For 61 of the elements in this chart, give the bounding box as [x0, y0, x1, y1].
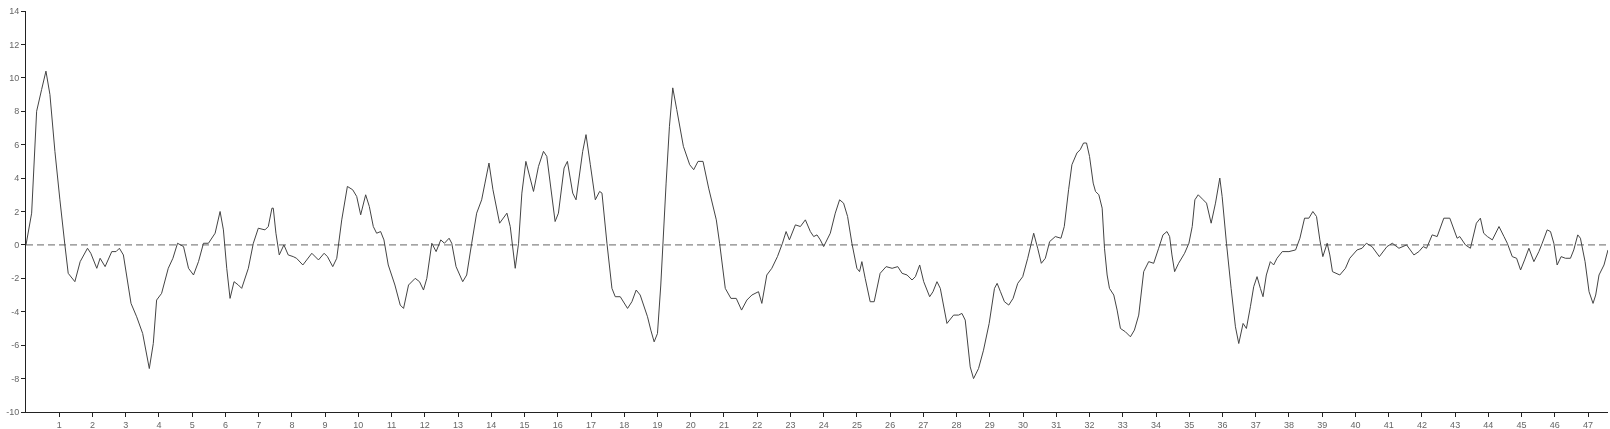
y-tick-label: -8 — [11, 373, 20, 384]
x-tick-label: 4 — [156, 419, 162, 429]
x-tick-label: 40 — [1350, 419, 1361, 429]
x-tick-label: 46 — [1549, 419, 1560, 429]
x-tick-label: 29 — [984, 419, 995, 429]
x-tick-label: 37 — [1250, 419, 1261, 429]
x-tick-label: 13 — [453, 419, 464, 429]
x-tick-label: 25 — [851, 419, 862, 429]
x-tick-label: 34 — [1150, 419, 1162, 429]
x-tick-label: 47 — [1583, 419, 1594, 429]
x-tick-label: 5 — [189, 419, 195, 429]
x-tick-label: 7 — [256, 419, 262, 429]
y-tick-label: 0 — [14, 240, 20, 251]
x-tick-label: 6 — [222, 419, 228, 429]
y-tick-label: 10 — [9, 72, 20, 83]
line-series — [26, 70, 1608, 380]
x-tick-label: 41 — [1383, 419, 1394, 429]
x-tick-label: 14 — [486, 419, 497, 429]
x-tick-label: 10 — [353, 419, 364, 429]
x-tick-label: 38 — [1283, 419, 1294, 429]
x-tick-label: 19 — [652, 419, 663, 429]
x-tick-label: 28 — [951, 419, 962, 429]
x-tick-label: 12 — [419, 419, 430, 429]
x-tick-label: 20 — [685, 419, 696, 429]
y-tick-label: 14 — [9, 6, 20, 17]
y-tick-label: 6 — [14, 139, 20, 150]
x-tick-label: 36 — [1217, 419, 1228, 429]
x-tick-label: 24 — [818, 419, 829, 429]
x-tick-label: 45 — [1516, 419, 1527, 429]
x-tick-label: 35 — [1184, 419, 1195, 429]
x-tick-label: 16 — [552, 419, 563, 429]
x-tick-label: 21 — [718, 419, 729, 429]
y-tick-label: 8 — [14, 106, 20, 117]
y-tick-label: -4 — [11, 306, 20, 317]
x-tick-label: 17 — [585, 419, 597, 429]
x-tick-label: 42 — [1416, 419, 1427, 429]
y-tick-label: 12 — [9, 39, 20, 50]
x-tick-label: 44 — [1483, 419, 1494, 429]
x-tick-label: 30 — [1018, 419, 1029, 429]
x-tick-label: 11 — [386, 419, 397, 429]
x-tick-label: 2 — [89, 419, 95, 429]
x-tick-label: 27 — [918, 419, 929, 429]
x-tick-label: 43 — [1450, 419, 1461, 429]
x-tick-label: 33 — [1117, 419, 1128, 429]
x-tick-label: 1 — [56, 419, 62, 429]
y-tick-label: 2 — [14, 206, 20, 217]
x-tick-label: 32 — [1084, 419, 1095, 429]
y-tick-label: -6 — [11, 340, 20, 351]
x-tick-label: 9 — [322, 419, 328, 429]
x-tick-label: 3 — [123, 419, 129, 429]
x-tick-label: 26 — [885, 419, 896, 429]
y-tick-label: 4 — [14, 173, 20, 184]
x-tick-label: 15 — [519, 419, 530, 429]
x-tick-label: 31 — [1051, 419, 1062, 429]
x-tick-label: 39 — [1317, 419, 1328, 429]
x-tick-label: 8 — [289, 419, 295, 429]
x-tick-label: 18 — [619, 419, 630, 429]
x-tick-label: 23 — [785, 419, 796, 429]
y-tick-label: -2 — [11, 273, 20, 284]
y-tick-label: -10 — [6, 407, 20, 418]
x-tick-label: 22 — [752, 419, 763, 429]
